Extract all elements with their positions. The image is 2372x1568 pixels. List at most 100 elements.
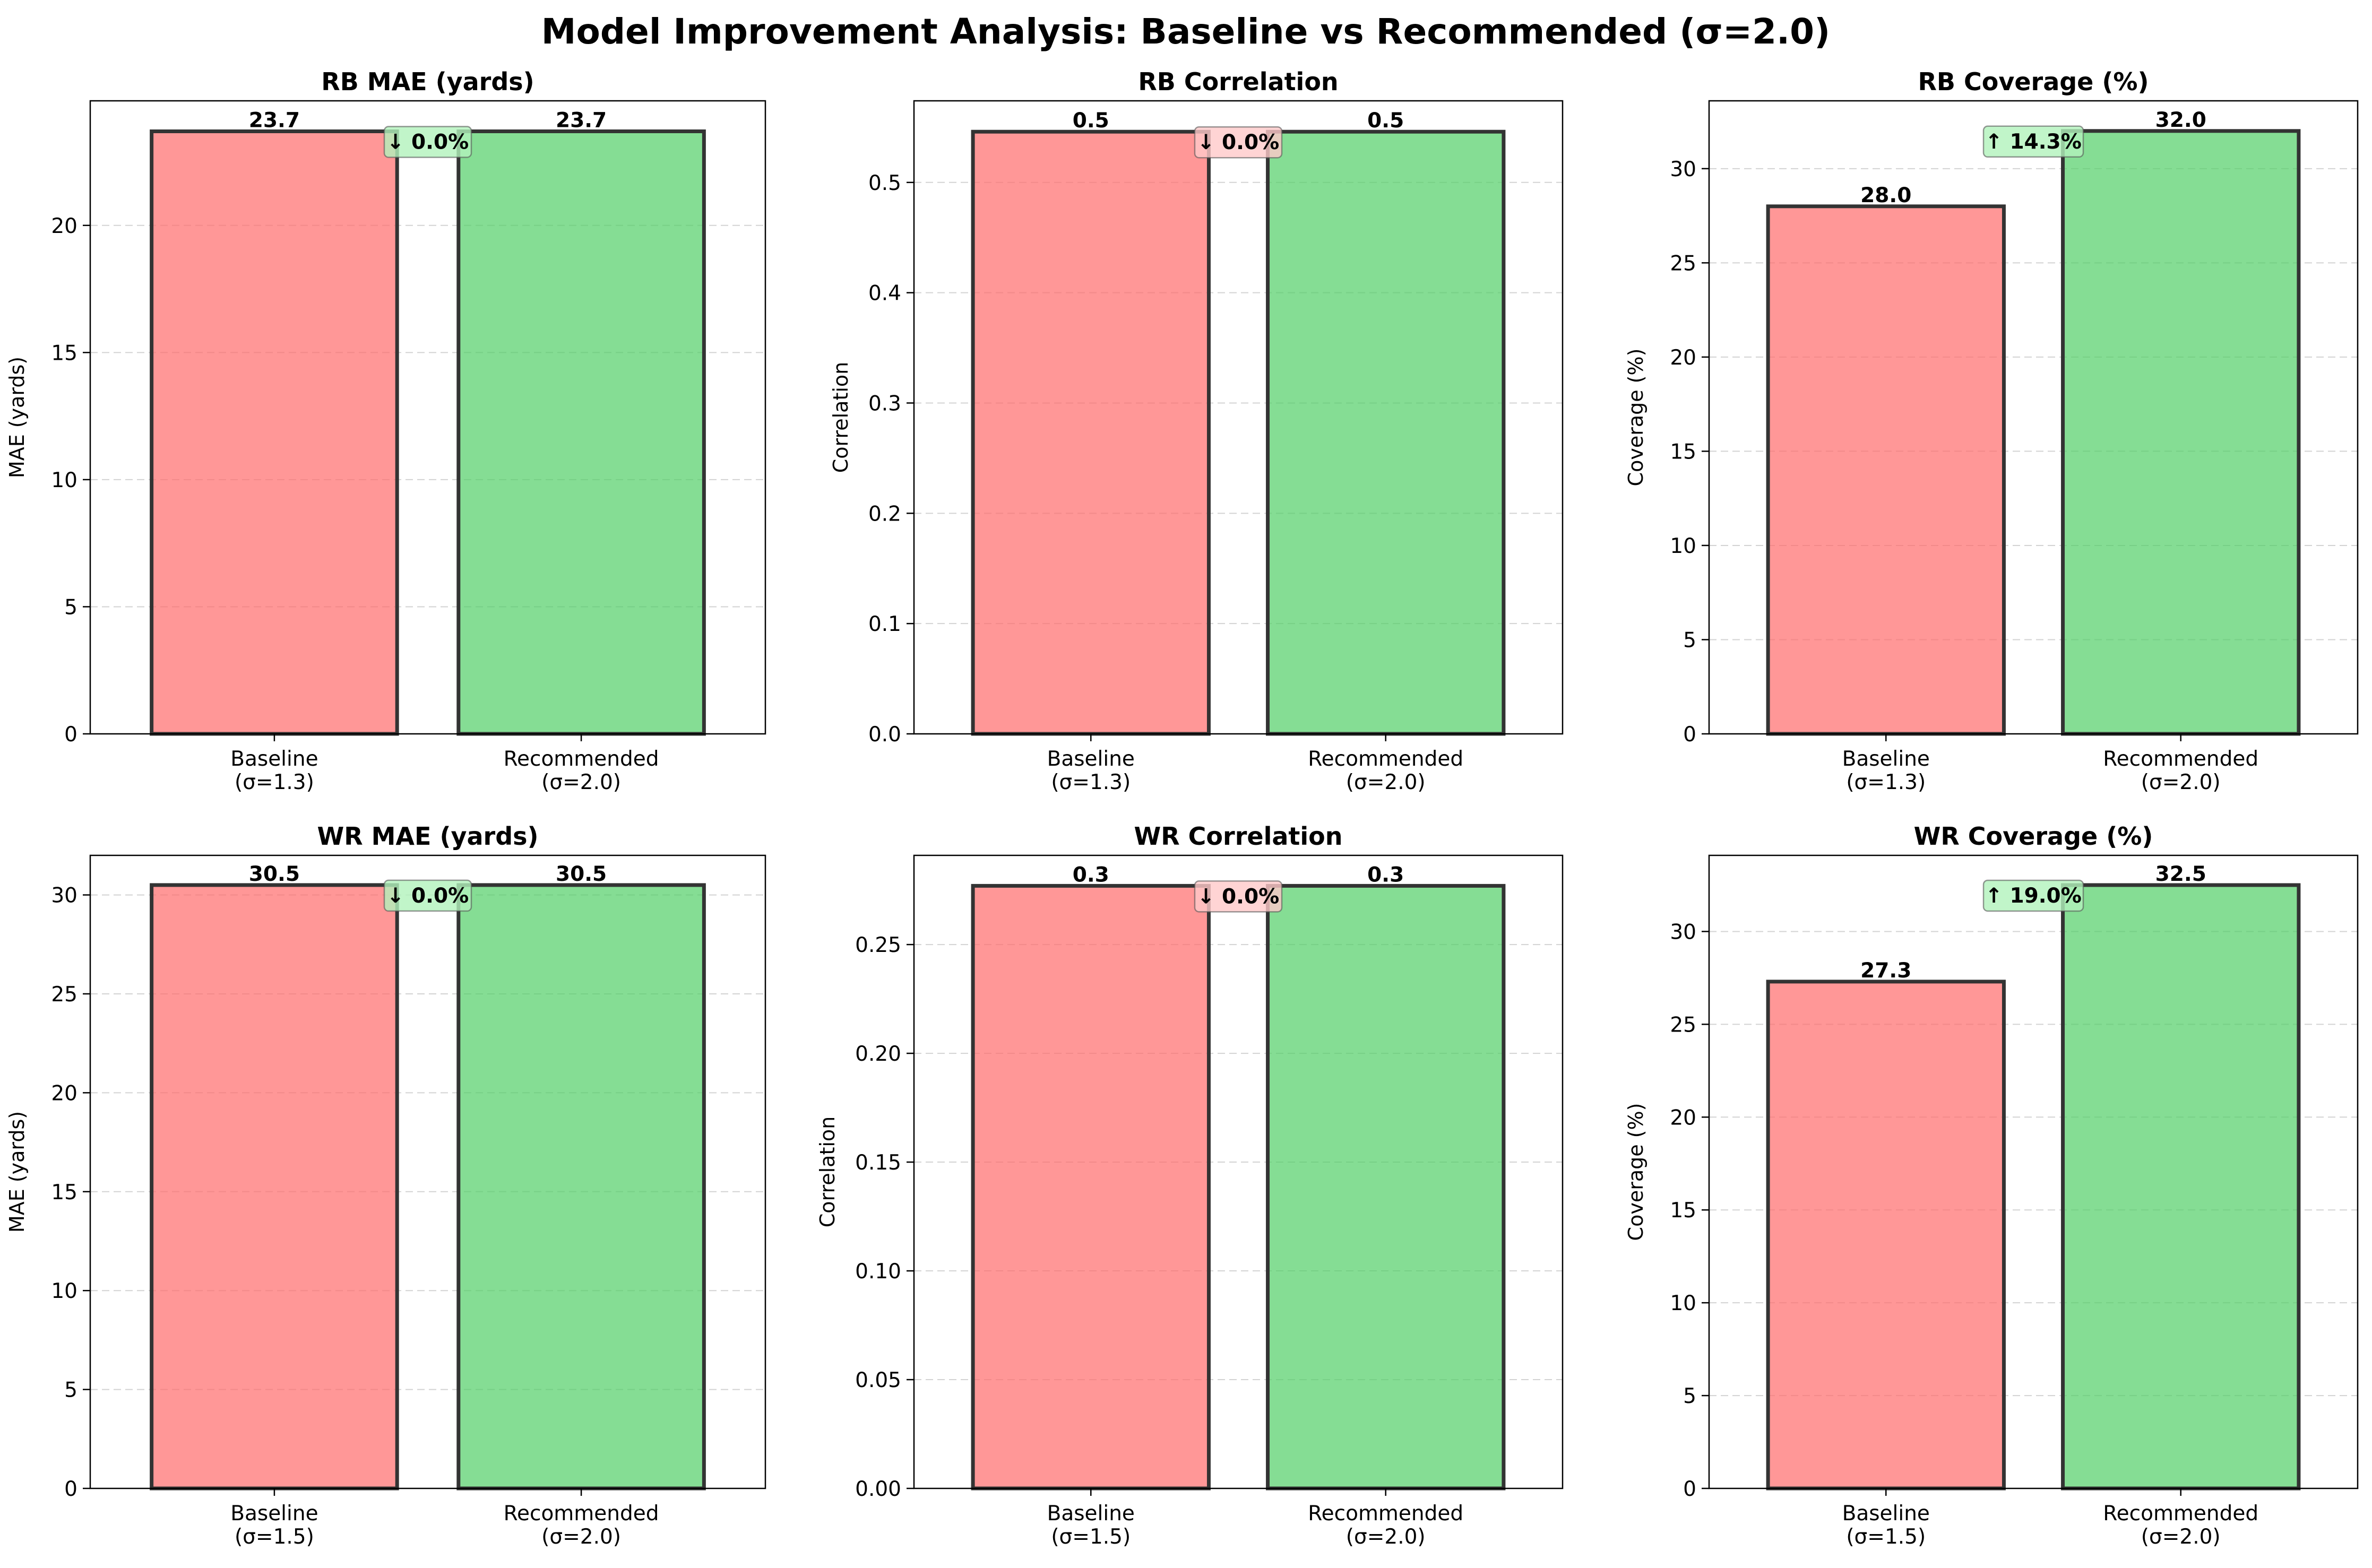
subplot-6: 27.3 Baseline(σ=1.5) 32.5 Recommended(σ=2.0… bbox=[1624, 822, 2359, 1549]
axes-frame bbox=[913, 854, 1564, 1489]
y-axis-label: Correlation bbox=[816, 1116, 839, 1228]
bar-recommended bbox=[1266, 883, 1506, 1491]
y-tick-label: 5 bbox=[1683, 628, 1696, 652]
y-tick-label: 5 bbox=[64, 595, 77, 619]
y-tick-label: 25 bbox=[1670, 252, 1696, 275]
y-tick-label: 20 bbox=[1670, 1106, 1696, 1130]
bar-recommended bbox=[2061, 129, 2301, 736]
x-tick-sublabel: (σ=1.3) bbox=[235, 770, 314, 794]
y-tick-label: 25 bbox=[51, 983, 77, 1007]
x-tick-label: Baseline bbox=[230, 1502, 318, 1526]
bar-value-label: 23.7 bbox=[249, 108, 300, 132]
bar-value-label: 0.3 bbox=[1073, 863, 1109, 887]
y-axis-label: Coverage (%) bbox=[1624, 349, 1648, 487]
y-tick-label: 10 bbox=[51, 469, 77, 492]
y-tick-label: 0.5 bbox=[868, 171, 901, 195]
axes-frame bbox=[1708, 100, 2359, 735]
subplot-2: 0.5 Baseline(σ=1.3) 0.5 Recommended(σ=2.0) 0… bbox=[829, 67, 1564, 794]
y-tick-label: 0.25 bbox=[855, 933, 901, 957]
bar-value-label: 0.5 bbox=[1073, 109, 1109, 133]
bar-recommended bbox=[2061, 883, 2301, 1491]
y-tick-label: 0.20 bbox=[855, 1042, 901, 1066]
bar-value-label: 0.5 bbox=[1367, 109, 1404, 133]
bar-baseline bbox=[150, 883, 399, 1491]
y-tick-label: 0.2 bbox=[868, 502, 901, 526]
axes-frame bbox=[1708, 854, 2359, 1489]
bar-recommended bbox=[1266, 129, 1506, 736]
x-tick-label: Recommended bbox=[504, 1502, 659, 1526]
x-tick-sublabel: (σ=2.0) bbox=[541, 1525, 621, 1549]
y-tick-label: 0.05 bbox=[855, 1368, 901, 1392]
y-tick-label: 0.00 bbox=[855, 1477, 901, 1501]
y-tick-label: 0 bbox=[64, 1477, 77, 1501]
y-tick-label: 5 bbox=[64, 1379, 77, 1402]
x-tick-sublabel: (σ=1.5) bbox=[1051, 1525, 1131, 1549]
y-tick-label: 25 bbox=[1670, 1013, 1696, 1037]
x-tick-label: Recommended bbox=[1308, 1502, 1463, 1526]
bar-value-label: 30.5 bbox=[249, 862, 300, 886]
bar-recommended bbox=[456, 883, 706, 1491]
bar-value-label: 28.0 bbox=[1860, 184, 1911, 207]
subplot-title: WR Correlation bbox=[1134, 822, 1342, 851]
change-annotation-box bbox=[383, 126, 472, 158]
y-tick-label: 15 bbox=[51, 1181, 77, 1205]
subplot-4: 30.5 Baseline(σ=1.5) 30.5 Recommended(σ=2.0… bbox=[5, 822, 766, 1549]
x-tick-label: Recommended bbox=[1308, 747, 1463, 771]
y-tick-label: 15 bbox=[51, 341, 77, 365]
bar-baseline bbox=[971, 129, 1211, 736]
bar-baseline bbox=[1766, 980, 2006, 1491]
subplot-title: WR MAE (yards) bbox=[317, 822, 538, 851]
change-annotation-text: ↓ 0.0% bbox=[387, 130, 469, 154]
x-tick-sublabel: (σ=2.0) bbox=[1346, 1525, 1426, 1549]
x-tick-sublabel: (σ=2.0) bbox=[2141, 770, 2221, 794]
y-tick-label: 15 bbox=[1670, 1199, 1696, 1223]
y-tick-label: 30 bbox=[1670, 158, 1696, 181]
subplot-title: RB Coverage (%) bbox=[1918, 67, 2149, 96]
subplot-3: 28.0 Baseline(σ=1.3) 32.0 Recommended(σ=2.0… bbox=[1624, 67, 2359, 794]
x-tick-sublabel: (σ=2.0) bbox=[1346, 770, 1426, 794]
subplot-title: RB MAE (yards) bbox=[321, 67, 534, 96]
x-tick-sublabel: (σ=1.5) bbox=[1846, 1525, 1926, 1549]
change-annotation-box bbox=[383, 879, 472, 912]
y-tick-label: 0 bbox=[1683, 1477, 1696, 1501]
change-annotation-text: ↓ 0.0% bbox=[1197, 131, 1279, 154]
bar-baseline bbox=[1766, 204, 2006, 736]
change-annotation-box bbox=[1194, 880, 1283, 913]
y-tick-label: 10 bbox=[1670, 534, 1696, 558]
bar-baseline bbox=[971, 883, 1211, 1491]
subplot-grid: 23.7Baseline(σ=1.3)23.7Recommended(σ=2.0… bbox=[5, 67, 2359, 1549]
bar-value-label: 30.5 bbox=[556, 862, 607, 886]
y-tick-label: 0.1 bbox=[868, 612, 901, 636]
bar-value-label: 23.7 bbox=[556, 108, 607, 132]
figure-title: Model Improvement Analysis: Baseline vs … bbox=[541, 11, 1830, 52]
y-axis-label: MAE (yards) bbox=[5, 357, 29, 478]
x-tick-sublabel: (σ=2.0) bbox=[541, 770, 621, 794]
x-tick-sublabel: (σ=2.0) bbox=[2141, 1525, 2221, 1549]
y-tick-label: 0 bbox=[1683, 723, 1696, 747]
y-tick-label: 20 bbox=[1670, 346, 1696, 370]
y-tick-label: 5 bbox=[1683, 1384, 1696, 1408]
bar-baseline bbox=[150, 129, 399, 736]
axes-frame bbox=[89, 854, 766, 1489]
x-tick-sublabel: (σ=1.3) bbox=[1051, 770, 1131, 794]
y-tick-label: 15 bbox=[1670, 440, 1696, 464]
x-tick-sublabel: (σ=1.3) bbox=[1846, 770, 1926, 794]
change-annotation-box bbox=[1194, 126, 1283, 159]
y-axis-label: Coverage (%) bbox=[1624, 1103, 1648, 1241]
y-tick-label: 30 bbox=[1670, 920, 1696, 944]
bar-recommended bbox=[456, 129, 706, 736]
x-tick-label: Baseline bbox=[1842, 1502, 1930, 1526]
axes-frame bbox=[913, 100, 1564, 735]
y-tick-label: 0.0 bbox=[868, 723, 901, 747]
x-tick-sublabel: (σ=1.5) bbox=[235, 1525, 314, 1549]
bar-value-label: 32.0 bbox=[2155, 108, 2206, 132]
axes-frame bbox=[89, 100, 766, 735]
x-tick-label: Recommended bbox=[2103, 1502, 2258, 1526]
change-annotation-box bbox=[1982, 879, 2084, 912]
subplot-title: RB Correlation bbox=[1138, 67, 1338, 96]
x-tick-label: Baseline bbox=[230, 747, 318, 771]
y-tick-label: 10 bbox=[51, 1279, 77, 1303]
change-annotation-text: ↑ 19.0% bbox=[1985, 884, 2082, 908]
y-tick-label: 10 bbox=[1670, 1292, 1696, 1315]
